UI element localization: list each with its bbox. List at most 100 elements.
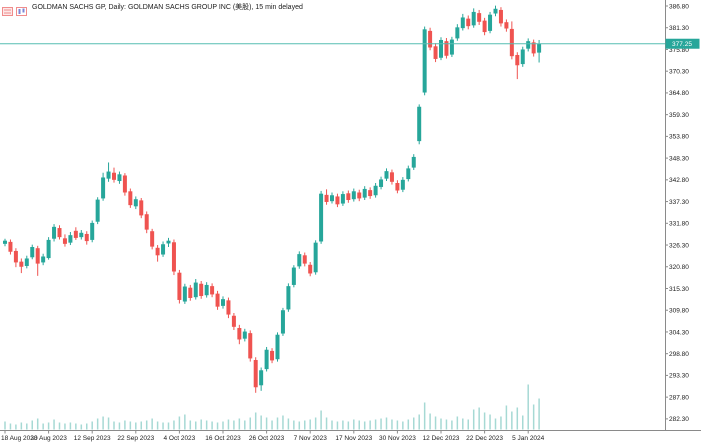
volume-bar — [363, 421, 366, 430]
candle — [379, 176, 384, 190]
candle — [526, 38, 531, 52]
volume-bar — [15, 424, 17, 430]
candle — [52, 224, 57, 242]
candle — [482, 17, 487, 36]
candle — [41, 253, 46, 266]
volume-bar — [472, 409, 475, 430]
volume-bar — [320, 410, 322, 430]
volume-bar — [145, 420, 148, 430]
volume-bar — [36, 418, 39, 430]
candle — [308, 262, 313, 277]
volume-bar — [184, 414, 186, 430]
candle — [84, 231, 89, 245]
date-label: 16 Oct 2023 — [205, 435, 241, 442]
candle — [139, 198, 144, 219]
candle — [498, 7, 503, 27]
grid-icon[interactable] — [2, 3, 13, 16]
volume-bar — [505, 405, 508, 430]
volume-bar — [380, 418, 382, 430]
volume-bar — [445, 419, 448, 430]
volume-bar — [358, 420, 360, 430]
volume-bar — [26, 423, 28, 430]
volume-bar — [478, 407, 480, 430]
candle — [221, 296, 225, 309]
candle — [3, 238, 7, 247]
volume-bar — [140, 421, 142, 430]
volume-bar — [91, 421, 93, 430]
volume-bar — [47, 422, 50, 430]
volume-bar — [314, 417, 317, 430]
volume-bar — [254, 412, 257, 430]
candle — [90, 220, 95, 243]
volume-bar — [532, 404, 535, 430]
candle — [493, 5, 498, 17]
date-label: 22 Dec 2023 — [466, 435, 503, 442]
volume-bar — [75, 423, 77, 430]
volume-bar — [516, 407, 519, 430]
candle — [373, 183, 378, 198]
date-label: 30 Nov 2023 — [379, 435, 416, 442]
volume-bar — [391, 419, 393, 430]
volume-bar — [522, 415, 524, 430]
date-label: 26 Oct 2023 — [249, 435, 285, 442]
chart-title: GOLDMAN SACHS GP, Daily: GOLDMAN SACHS G… — [32, 4, 303, 11]
price-label: 326.30 — [669, 242, 689, 249]
volume-bar — [265, 417, 268, 430]
candle — [335, 193, 340, 208]
candle — [188, 284, 193, 301]
candle — [171, 239, 176, 276]
volume-bar — [9, 423, 12, 430]
candle — [144, 211, 149, 234]
candle — [460, 13, 465, 31]
price-label: 304.30 — [669, 329, 689, 336]
volume-bar — [113, 421, 115, 430]
volume-bar — [102, 416, 104, 430]
candle — [319, 190, 324, 244]
candle — [520, 46, 525, 67]
candle — [389, 169, 394, 185]
volume-bar — [298, 421, 301, 430]
date-label: 12 Sep 2023 — [74, 435, 111, 442]
price-label: 282.30 — [669, 416, 689, 423]
price-label: 364.80 — [669, 90, 689, 97]
candle — [422, 26, 427, 96]
volume-bar — [222, 421, 224, 430]
chart-header: GOLDMAN SACHS GP, Daily: GOLDMAN SACHS G… — [2, 2, 303, 16]
candle — [291, 265, 296, 288]
candle — [161, 241, 166, 257]
candle — [504, 19, 509, 32]
candle — [330, 192, 334, 204]
price-axis[interactable]: 386.80 381.30 375.80 370.30 364.80 359.30 353.… — [665, 3, 690, 423]
candle — [302, 252, 307, 267]
candle — [346, 190, 351, 203]
candle — [270, 348, 275, 364]
volume-bar — [135, 422, 137, 430]
candle — [406, 165, 411, 182]
date-label: 17 Nov 2023 — [335, 435, 372, 442]
candle — [68, 232, 73, 246]
volume-bar — [489, 414, 491, 430]
candle — [106, 162, 111, 182]
candle — [13, 248, 18, 268]
volume-bar — [494, 418, 497, 430]
candle — [466, 15, 471, 30]
date-label: 22 Sep 2023 — [117, 435, 154, 442]
candlestick-icon[interactable] — [16, 3, 27, 16]
candle — [280, 307, 285, 336]
candle — [242, 328, 247, 342]
candle — [368, 187, 373, 199]
candle — [199, 280, 204, 299]
volume-bar — [407, 419, 410, 430]
candle — [155, 245, 160, 262]
price-label: 386.80 — [669, 3, 689, 10]
volume-bar — [238, 418, 241, 430]
date-label: 12 Dec 2023 — [423, 435, 460, 442]
candle — [477, 9, 482, 25]
volume-bar — [227, 419, 230, 430]
volume-bar — [353, 419, 355, 430]
volume-bar — [347, 421, 350, 430]
candle — [101, 172, 106, 201]
